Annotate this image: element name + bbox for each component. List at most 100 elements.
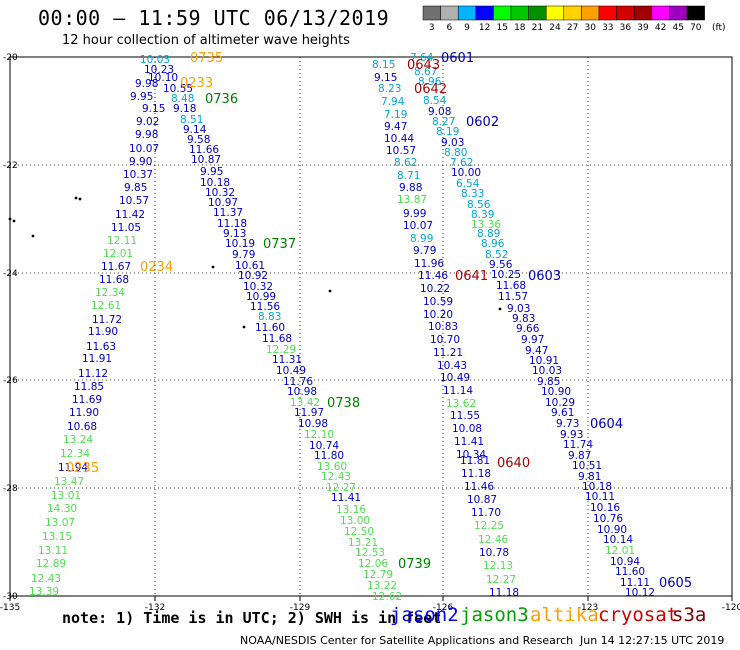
swh-value: 12.25 (474, 520, 504, 532)
color-scale-value: 21 (532, 23, 543, 33)
pass-time-label: 0642 (414, 82, 447, 97)
altimeter-map-page: 00:00 – 11:59 UTC 06/13/2019 12 hour col… (0, 0, 740, 650)
swh-value: 12.34 (95, 287, 125, 299)
color-scale-value: 39 (637, 23, 649, 33)
lon-tick-label: -120 (722, 603, 740, 613)
swh-value: 12.11 (107, 235, 137, 247)
swh-value: 11.18 (461, 468, 491, 480)
color-scale-swatch (458, 6, 476, 20)
swh-value: 13.39 (29, 586, 59, 598)
satellite-legend-jason2: jason2 (390, 604, 459, 626)
lat-tick-label: -28 (3, 484, 18, 494)
swh-value: 13.47 (54, 476, 84, 488)
swh-value: 11.46 (418, 270, 448, 282)
swh-value: 9.90 (129, 156, 152, 168)
swh-value: 10.83 (428, 321, 458, 333)
color-scale-swatch (617, 6, 635, 20)
color-scale-swatch (634, 6, 652, 20)
swh-value: 13.15 (42, 531, 72, 543)
island-marker (9, 218, 12, 221)
satellite-legend-altika: altika (530, 604, 599, 626)
swh-value: 7.94 (381, 96, 405, 108)
swh-value: 11.91 (82, 353, 112, 365)
swh-value: 9.02 (136, 116, 159, 128)
color-scale-value: 15 (496, 23, 507, 33)
swh-value: 9.79 (413, 245, 436, 257)
color-scale-value: 27 (567, 23, 578, 33)
lat-tick-label: -22 (3, 161, 18, 171)
swh-value: 13.87 (397, 194, 427, 206)
swh-value: 10.78 (479, 547, 509, 559)
swh-value: 8.23 (378, 83, 401, 95)
swh-value: 12.01 (103, 248, 133, 260)
satellite-legend-jason3: jason3 (460, 604, 529, 626)
swh-value: 8.99 (410, 233, 433, 245)
pass-time-label: 0640 (497, 456, 530, 471)
swh-value: 12.43 (31, 573, 61, 585)
swh-value: 10.22 (420, 283, 450, 295)
swh-value: 10.70 (430, 334, 460, 346)
island-marker (79, 198, 82, 201)
pass-time-label: 0643 (407, 58, 440, 73)
satellite-legend-s3a: s3a (672, 604, 706, 626)
color-scale-value: 42 (655, 23, 666, 33)
swh-value: 10.49 (440, 372, 470, 384)
swh-value: 8.71 (397, 170, 420, 182)
island-marker (329, 290, 332, 293)
island-marker (243, 326, 246, 329)
footer-credit: NOAA/NESDIS Center for Satellite Applica… (240, 634, 573, 647)
color-scale-swatch (599, 6, 617, 20)
swh-value: 11.69 (72, 394, 102, 406)
swh-value: 11.55 (450, 410, 480, 422)
swh-value: 13.62 (446, 398, 476, 410)
island-marker (13, 220, 16, 223)
swh-value: 9.99 (403, 208, 426, 220)
island-marker (499, 308, 502, 311)
swh-value: 11.68 (99, 274, 129, 286)
swh-value: 11.85 (74, 381, 104, 393)
swh-value: 10.08 (452, 423, 482, 435)
color-scale-swatch (423, 6, 441, 20)
lat-tick-label: -26 (3, 376, 18, 386)
swh-value: 9.95 (130, 91, 153, 103)
color-scale-swatch (669, 6, 687, 20)
swh-tracks: 10.0310.2310.109.98 10.558.489.959.15 9.18… (29, 52, 655, 603)
color-scale-swatch (493, 6, 511, 20)
pass-time-label: 0737 (263, 237, 296, 252)
map-border (10, 57, 732, 596)
color-scale-unit: (ft) (712, 23, 726, 33)
swh-value: 11.46 (464, 481, 494, 493)
pass-time-label: 0602 (466, 115, 499, 130)
color-scale-legend: 3 6 9 12 15 18 21 24 27 30 33 36 39 42 45 70 (ft) (423, 6, 726, 33)
pass-time-label: 0736 (205, 92, 238, 107)
swh-value: 11.63 (86, 341, 116, 353)
swh-value: 12.34 (60, 448, 90, 460)
swh-value: 10.37 (123, 169, 153, 181)
swh-value: 11.42 (115, 209, 145, 221)
color-scale-value: 12 (479, 23, 490, 33)
pass-time-label: 0235 (66, 461, 99, 476)
island-marker (32, 235, 35, 238)
island-marker (212, 266, 215, 269)
color-scale-value: 6 (447, 23, 453, 33)
swh-value: 9.15 (142, 103, 165, 115)
swh-value: 11.41 (454, 436, 484, 448)
swh-value: 11.21 (433, 347, 463, 359)
swh-value: 9.47 (384, 121, 407, 133)
color-scale-value: 33 (602, 23, 613, 33)
pass-time-label: 0601 (441, 51, 474, 66)
swh-value: 9.98 (135, 78, 158, 90)
swh-value: 9.98 (135, 129, 158, 141)
swh-value: 10.12 (625, 587, 655, 599)
color-scale-swatch (529, 6, 547, 20)
swh-value: 10.43 (437, 360, 467, 372)
color-scale-value: 70 (690, 23, 702, 33)
swh-value: 11.12 (78, 368, 108, 380)
pass-time-label: 0233 (180, 76, 213, 91)
footer-timestamp: Jun 14 12:27:15 UTC 2019 (580, 634, 724, 647)
swh-value: 11.90 (88, 326, 118, 338)
swh-value: 11.81 (460, 455, 490, 467)
color-scale-swatch (564, 6, 582, 20)
swh-value: 11.67 (101, 261, 131, 273)
swh-value: 11.05 (111, 222, 141, 234)
